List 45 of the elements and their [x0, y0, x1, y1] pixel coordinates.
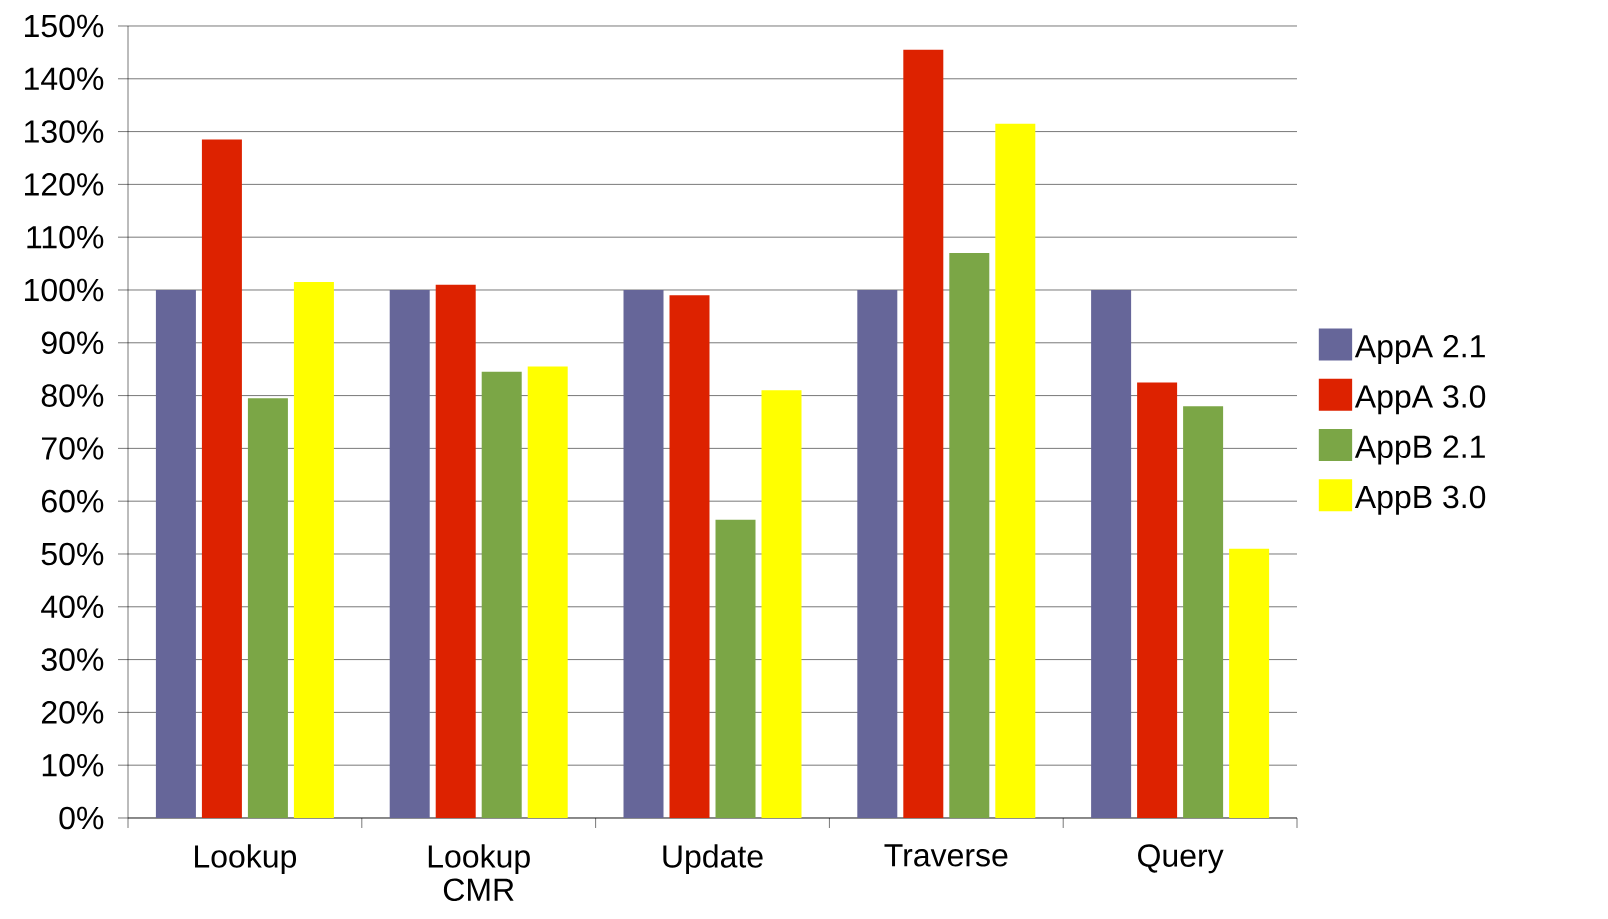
y-tick-label: 80%	[41, 384, 104, 407]
y-tick-label: 30%	[41, 648, 104, 671]
y-tick-label: 0%	[59, 806, 104, 830]
bar	[623, 289, 664, 818]
bar	[1183, 406, 1224, 818]
y-tick-label: 50%	[41, 542, 104, 566]
x-tick-label: Traverse	[884, 844, 1008, 867]
legend-label: AppB 2.1	[1354, 435, 1485, 465]
bar	[247, 398, 288, 818]
bar	[761, 390, 802, 818]
y-tick-label: 90%	[41, 331, 104, 355]
bar	[903, 49, 944, 818]
bar	[1229, 548, 1270, 818]
x-tick-label: Query	[1138, 844, 1224, 874]
y-tick-label: 20%	[41, 701, 104, 724]
y-tick-label: 40%	[41, 595, 104, 619]
bar	[995, 123, 1036, 818]
y-tick-label: 120%	[25, 173, 104, 196]
x-tick-label: Lookup CMR	[428, 844, 530, 902]
bar	[857, 289, 898, 818]
bar	[949, 253, 990, 818]
y-tick-label: 130%	[25, 120, 104, 143]
x-tick-label: Lookup	[195, 844, 297, 875]
x-tick-label: Update	[663, 844, 763, 875]
bar	[201, 139, 242, 818]
bar	[389, 289, 430, 818]
y-tick-label: 70%	[41, 437, 104, 460]
y-tick-label: 10%	[42, 753, 104, 777]
bar	[1137, 382, 1178, 818]
bar	[669, 295, 710, 818]
legend-label: AppB 3.0	[1354, 485, 1486, 515]
y-tick-label: 100%	[25, 278, 104, 302]
bar	[481, 371, 522, 818]
y-tick-label: 150%	[25, 14, 104, 38]
legend-label: AppA 2.1	[1354, 334, 1485, 364]
bar	[155, 289, 196, 818]
legend-label: AppA 3.0	[1354, 385, 1486, 415]
y-tick-label: 60%	[41, 489, 104, 513]
bar	[527, 366, 568, 818]
bar	[1091, 289, 1132, 818]
bar	[715, 519, 756, 818]
y-tick-label: 140%	[25, 67, 104, 91]
y-tick-label: 110%	[27, 225, 104, 249]
bar	[293, 282, 334, 818]
bar	[435, 284, 476, 818]
